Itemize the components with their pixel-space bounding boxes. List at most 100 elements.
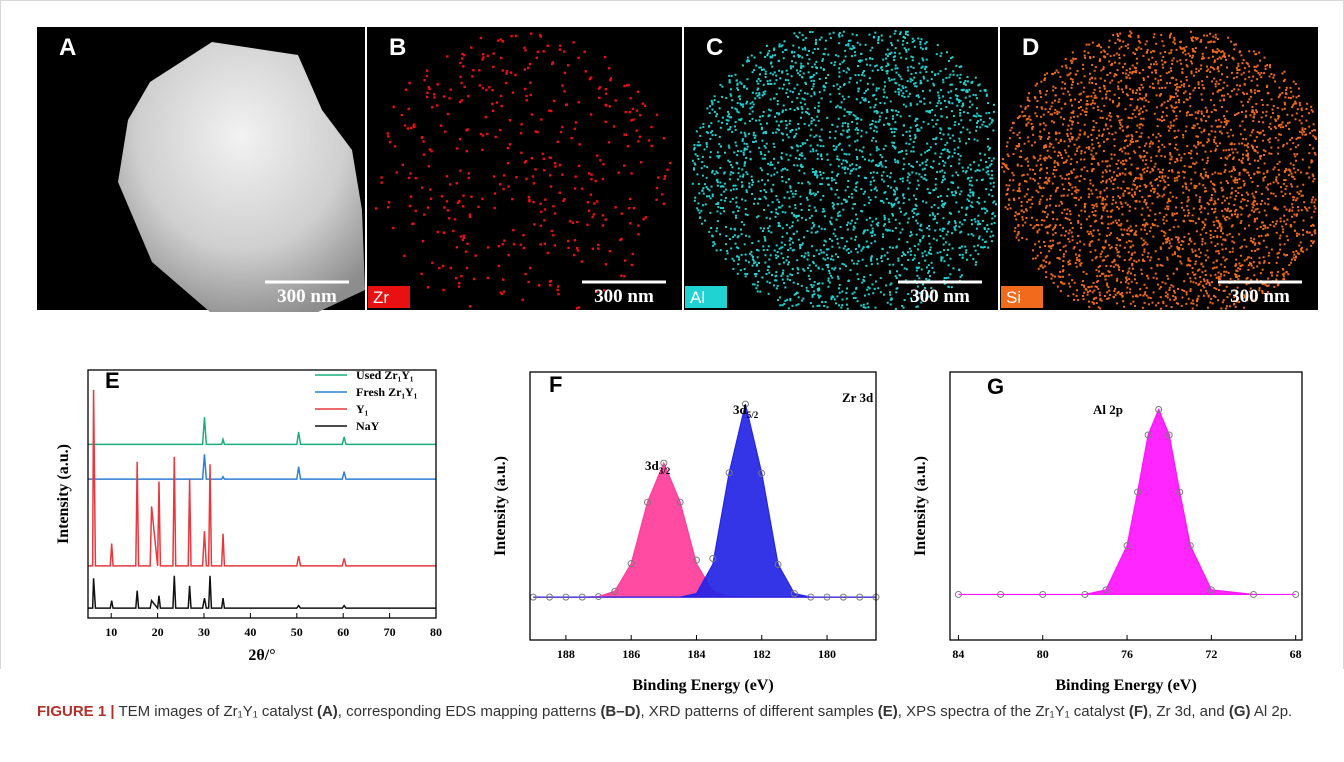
- eds-dot: [765, 73, 767, 75]
- eds-dot: [1039, 124, 1041, 126]
- eds-dot: [1241, 162, 1243, 164]
- eds-dot: [1155, 69, 1157, 71]
- eds-dot: [918, 277, 920, 279]
- eds-dot: [1129, 288, 1131, 290]
- eds-dot: [768, 50, 770, 52]
- eds-dot: [1053, 169, 1055, 171]
- eds-dot: [872, 221, 874, 223]
- eds-dot: [513, 243, 515, 245]
- eds-dot: [1311, 130, 1313, 132]
- eds-dot: [485, 116, 487, 118]
- eds-dot: [833, 145, 835, 147]
- eds-dot: [1077, 222, 1079, 224]
- eds-dot: [812, 31, 814, 33]
- eds-dot: [842, 299, 844, 301]
- eds-dot: [895, 82, 897, 84]
- eds-dot: [907, 80, 909, 82]
- eds-dot: [735, 141, 737, 143]
- eds-dot: [873, 106, 875, 108]
- eds-dot: [773, 146, 775, 148]
- eds-dot: [901, 305, 903, 307]
- eds-dot: [766, 45, 768, 47]
- eds-dot: [1044, 265, 1046, 267]
- eds-dot: [747, 57, 749, 59]
- eds-dot: [1203, 115, 1205, 117]
- eds-dot: [954, 194, 956, 196]
- eds-dot: [752, 110, 754, 112]
- eds-dot: [726, 119, 728, 121]
- eds-dot: [876, 164, 878, 166]
- eds-dot: [813, 224, 815, 226]
- eds-dot: [1251, 106, 1253, 108]
- eds-dot: [1266, 104, 1268, 106]
- eds-dot: [1170, 52, 1172, 54]
- eds-dot: [755, 92, 757, 94]
- eds-dot: [1095, 189, 1097, 191]
- eds-dot: [753, 134, 755, 136]
- eds-dot: [919, 43, 921, 45]
- eds-dot: [1134, 274, 1136, 276]
- eds-dot: [796, 107, 798, 109]
- eds-dot: [893, 128, 895, 130]
- eds-dot: [608, 105, 610, 107]
- eds-dot: [749, 113, 751, 115]
- eds-dot: [1069, 241, 1071, 243]
- eds-dot: [1154, 213, 1156, 215]
- eds-dot: [557, 285, 559, 287]
- eds-dot: [515, 35, 517, 37]
- eds-dot: [1196, 153, 1198, 155]
- eds-dot: [862, 232, 864, 234]
- eds-dot: [455, 277, 457, 279]
- eds-dot: [1213, 61, 1215, 63]
- eds-dot: [1226, 258, 1228, 260]
- eds-dot: [769, 282, 771, 284]
- eds-dot: [481, 149, 483, 151]
- eds-dot: [1076, 242, 1078, 244]
- eds-dot: [765, 132, 767, 134]
- eds-dot: [628, 207, 630, 209]
- eds-dot: [1197, 123, 1199, 125]
- eds-dot: [610, 77, 612, 79]
- eds-dot: [798, 215, 800, 217]
- eds-dot: [899, 207, 901, 209]
- eds-dot: [1201, 207, 1203, 209]
- eds-dot: [1123, 54, 1125, 56]
- eds-dot: [1205, 254, 1207, 256]
- eds-dot: [833, 149, 835, 151]
- eds-dot: [1097, 109, 1099, 111]
- eds-dot: [1102, 133, 1104, 135]
- eds-dot: [857, 42, 859, 44]
- eds-dot: [540, 225, 542, 227]
- eds-dot: [602, 224, 604, 226]
- eds-dot: [904, 299, 906, 301]
- eds-dot: [791, 51, 793, 53]
- eds-dot: [459, 62, 461, 64]
- eds-dot: [1166, 220, 1168, 222]
- eds-dot: [791, 225, 793, 227]
- eds-dot: [1189, 97, 1191, 99]
- eds-dot: [719, 167, 721, 169]
- eds-dot: [1080, 106, 1082, 108]
- eds-dot: [811, 88, 813, 90]
- eds-dot: [885, 58, 887, 60]
- eds-dot: [1052, 86, 1054, 88]
- eds-dot: [1074, 186, 1076, 188]
- eds-dot: [1128, 251, 1130, 253]
- eds-dot: [1115, 264, 1117, 266]
- eds-dot: [769, 225, 771, 227]
- eds-dot: [1190, 280, 1192, 282]
- eds-dot: [1105, 97, 1107, 99]
- eds-dot: [830, 187, 832, 189]
- eds-dot: [485, 89, 487, 91]
- eds-dot: [1116, 280, 1118, 282]
- eds-dot: [1007, 208, 1009, 210]
- eds-dot: [1178, 101, 1180, 103]
- eds-dot: [1276, 274, 1278, 276]
- eds-dot: [805, 83, 807, 85]
- eds-dot: [1115, 202, 1117, 204]
- eds-dot: [422, 140, 424, 142]
- eds-dot: [563, 90, 565, 92]
- eds-dot: [1132, 296, 1134, 298]
- eds-dot: [493, 175, 495, 177]
- eds-dot: [1049, 198, 1051, 200]
